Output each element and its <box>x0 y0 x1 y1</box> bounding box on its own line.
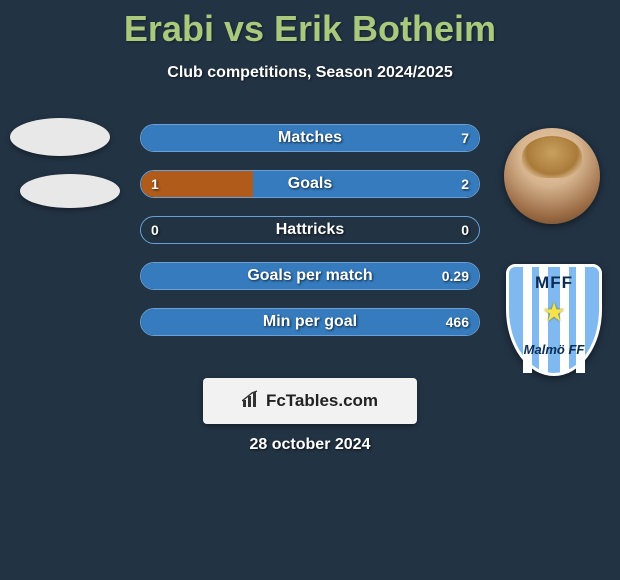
page-title: Erabi vs Erik Botheim <box>0 0 620 50</box>
stat-row: Goals1 2 <box>140 170 480 198</box>
star-icon: ★ <box>509 297 599 328</box>
stats-chart: Matches7 Goals1 2 Hattricks0 0 Goals per matc… <box>140 124 480 354</box>
date-label: 28 october 2024 <box>0 436 620 454</box>
badge-club-name: Malmö FF <box>509 342 599 357</box>
player-right-club-badge: MFF ★ Malmö FF <box>500 260 610 380</box>
player-right-avatar <box>504 128 600 224</box>
stat-label: Goals per match <box>141 263 479 289</box>
stat-right-value: 466 <box>446 309 469 335</box>
stat-right-value: 2 <box>461 171 469 197</box>
stat-label: Matches <box>141 125 479 151</box>
stat-right-value: 0.29 <box>442 263 469 289</box>
stat-row: Goals per match0.29 <box>140 262 480 290</box>
stat-row: Matches7 <box>140 124 480 152</box>
bar-chart-icon <box>242 390 260 413</box>
stat-right-value: 7 <box>461 125 469 151</box>
stat-label: Hattricks <box>141 217 479 243</box>
stat-label: Min per goal <box>141 309 479 335</box>
stat-left-value: 1 <box>151 171 159 197</box>
page-subtitle: Club competitions, Season 2024/2025 <box>0 64 620 82</box>
player-left-avatar-placeholder-top <box>10 118 110 156</box>
branding-pill: FcTables.com <box>203 378 417 424</box>
stat-label: Goals <box>141 171 479 197</box>
badge-initials: MFF <box>509 273 599 293</box>
stat-row: Hattricks0 0 <box>140 216 480 244</box>
stat-right-value: 0 <box>461 217 469 243</box>
player-left-avatar-placeholder-bottom <box>20 174 120 208</box>
stat-left-value: 0 <box>151 217 159 243</box>
shield-icon: MFF ★ Malmö FF <box>506 264 602 376</box>
stat-row: Min per goal466 <box>140 308 480 336</box>
branding-text: FcTables.com <box>266 391 378 411</box>
